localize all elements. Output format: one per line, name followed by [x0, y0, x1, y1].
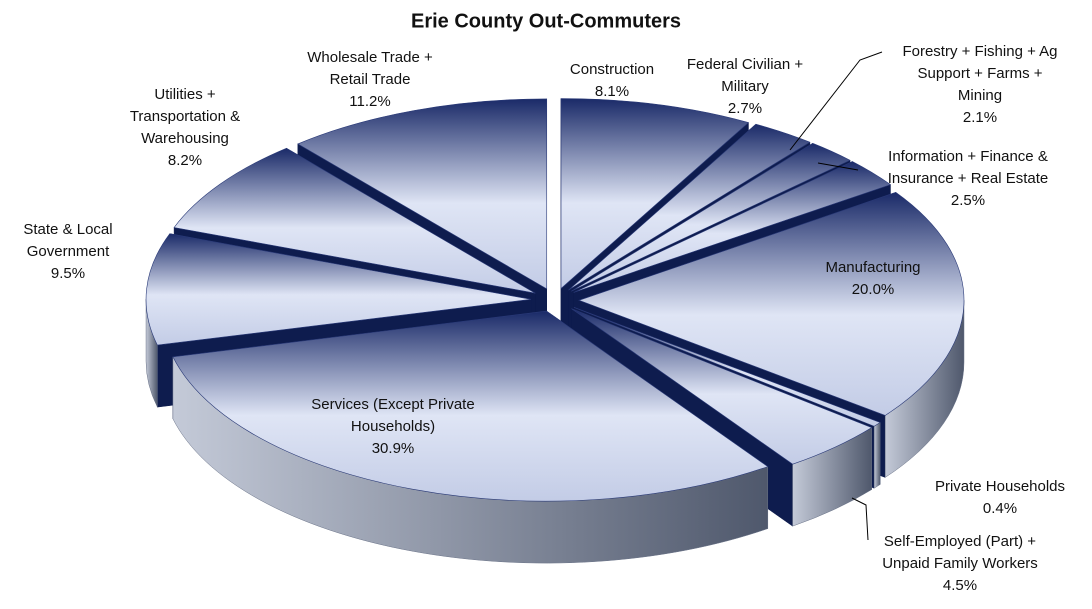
pie	[145, 98, 965, 564]
value-label: 20.0%	[852, 281, 895, 298]
category-label: Forestry + Fishing + Ag Support + Farms +…	[902, 43, 1057, 104]
label-line: Support + Farms +	[917, 65, 1042, 82]
slice-top	[571, 308, 873, 465]
label-line: Unpaid Family Workers	[882, 555, 1038, 572]
label-line: Construction	[570, 61, 654, 78]
value-label: 8.1%	[595, 83, 629, 100]
slice-top	[568, 123, 811, 291]
label-line: Services (Except Private	[311, 396, 474, 413]
label-line: Information + Finance &	[888, 148, 1048, 165]
category-label: Private Households	[935, 478, 1065, 495]
value-label: 2.1%	[963, 109, 997, 126]
value-label: 9.5%	[51, 265, 85, 282]
label-line: Military	[721, 78, 769, 95]
label-line: Wholesale Trade +	[307, 49, 433, 66]
category-label: Federal Civilian + Military	[687, 56, 804, 95]
label-line: Warehousing	[141, 130, 229, 147]
slice-top	[578, 192, 965, 416]
label-line: Federal Civilian +	[687, 56, 804, 73]
leader-line	[789, 51, 883, 151]
chart-title: Erie County Out-Commuters	[411, 10, 681, 32]
value-label: 30.9%	[372, 440, 415, 457]
slice-top	[145, 233, 532, 346]
slice-top	[297, 98, 548, 290]
slice-top	[173, 147, 536, 294]
slice-wall	[873, 422, 881, 489]
label-line: Self-Employed (Part) +	[884, 533, 1036, 550]
category-label: Wholesale Trade + Retail Trade	[307, 49, 433, 88]
slice-top	[573, 161, 892, 293]
category-label: Construction	[570, 61, 654, 78]
leader-line	[851, 497, 869, 541]
slice-top	[571, 142, 851, 292]
value-label: 4.5%	[943, 577, 977, 594]
label-line: Households)	[351, 418, 435, 435]
category-label: Self-Employed (Part) + Unpaid Family Work…	[882, 533, 1038, 572]
label-line: Retail Trade	[330, 71, 411, 88]
value-label: 2.5%	[951, 192, 985, 209]
label-line: Transportation &	[130, 108, 240, 125]
label-line: Forestry + Fishing + Ag	[902, 43, 1057, 60]
leader-line	[817, 162, 859, 171]
value-label: 11.2%	[349, 93, 390, 110]
label-line: Manufacturing	[825, 259, 920, 276]
label-line: Utilities +	[154, 86, 216, 103]
value-label: 0.4%	[983, 500, 1017, 517]
label-line: Mining	[958, 87, 1002, 104]
slice	[172, 310, 769, 564]
label-line: Private Households	[935, 478, 1065, 495]
category-label: State & Local Government	[23, 221, 112, 260]
category-label: Manufacturing	[825, 259, 920, 276]
category-label: Services (Except Private Households)	[311, 396, 474, 435]
category-label: Utilities + Transportation & Warehousing	[130, 86, 240, 147]
slice-top	[172, 310, 769, 502]
label-line: Government	[27, 243, 110, 260]
label-line: Insurance + Real Estate	[888, 170, 1049, 187]
value-label: 2.7%	[728, 100, 762, 117]
slice-top	[560, 98, 750, 290]
value-label: 8.2%	[168, 152, 202, 169]
label-line: State & Local	[23, 221, 112, 238]
slice-top	[573, 307, 881, 427]
labels: Construction 8.1% Federal Civilian + Milita…	[23, 43, 1065, 594]
category-label: Information + Finance & Insurance + Real …	[888, 148, 1049, 187]
